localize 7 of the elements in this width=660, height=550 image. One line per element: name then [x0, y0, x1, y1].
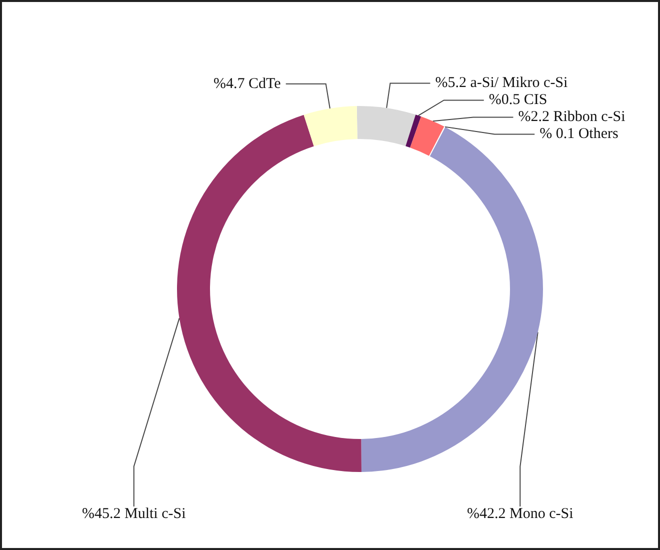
slice-label: %42.2 Mono c-Si	[467, 506, 574, 522]
slice-label: %2.2 Ribbon c-Si	[518, 109, 626, 126]
slice-label: %5.2 a-Si/ Mikro c-Si	[435, 75, 568, 92]
slice-label: % 0.1 Others	[540, 126, 618, 142]
slice-label: %4.7 CdTe	[214, 76, 282, 92]
slice-label: %45.2 Multi c-Si	[82, 506, 186, 522]
slice-label: %0.5 CIS	[488, 92, 548, 108]
